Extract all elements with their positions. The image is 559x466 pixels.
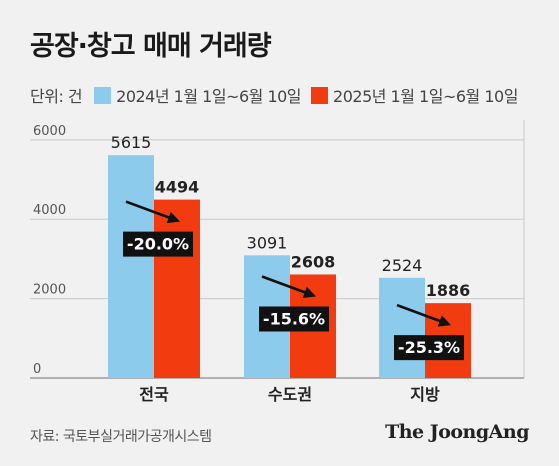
legend-label-2025: 2025년 1월 1일~6월 10일 <box>333 87 518 106</box>
ytick-label-4000: 4000 <box>33 203 66 218</box>
ytick-label-6000: 6000 <box>33 124 66 139</box>
value-label-전국-2024: 5615 <box>111 133 152 152</box>
change-label-전국: -20.0% <box>127 235 189 254</box>
source-note: 자료: 국토부실거래가공개시스템 <box>30 429 212 445</box>
unit-label: 단위: 건 <box>30 87 83 106</box>
brand-logo: The JoongAng <box>385 421 529 443</box>
arrow-shaft-수도권 <box>261 275 309 295</box>
category-label-전국: 전국 <box>139 385 169 404</box>
ytick-label-2000: 2000 <box>33 283 66 298</box>
legend-swatch-2024 <box>94 86 112 104</box>
bar-전국-2025 <box>154 199 200 378</box>
arrow-head-전국 <box>166 211 180 224</box>
arrow-head-수도권 <box>302 286 316 298</box>
change-label-지방: -25.3% <box>398 338 460 357</box>
bar-지방-2024 <box>379 277 425 378</box>
value-label-지방-2025: 1886 <box>426 281 471 300</box>
change-label-수도권: -15.6% <box>263 309 325 328</box>
change-badge-수도권 <box>259 306 329 332</box>
legend-swatch-2025 <box>311 86 329 104</box>
legend-item-2024: 2024년 1월 1일~6월 10일 <box>94 83 302 107</box>
value-label-전국-2025: 4494 <box>155 178 200 197</box>
value-label-수도권-2025: 2608 <box>291 252 336 271</box>
change-badge-지방 <box>394 335 464 361</box>
category-label-지방: 지방 <box>410 385 440 404</box>
arrow-head-지방 <box>437 315 451 327</box>
ytick-label-0: 0 <box>33 362 41 377</box>
category-label-수도권: 수도권 <box>268 385 312 404</box>
value-label-지방-2024: 2524 <box>382 256 423 275</box>
bar-전국-2024 <box>108 155 154 378</box>
arrow-shaft-전국 <box>125 200 173 220</box>
change-badge-전국 <box>123 231 193 257</box>
arrow-shaft-지방 <box>396 303 444 324</box>
legend-item-2025: 2025년 1월 1일~6월 10일 <box>311 83 518 107</box>
chart-title: 공장·창고 매매 거래량 <box>30 31 272 62</box>
legend-label-2024: 2024년 1월 1일~6월 10일 <box>116 87 302 106</box>
legend: 단위: 건 2024년 1월 1일~6월 10일 2025년 1월 1일~6월 … <box>30 83 528 107</box>
value-label-수도권-2024: 3091 <box>247 233 288 252</box>
